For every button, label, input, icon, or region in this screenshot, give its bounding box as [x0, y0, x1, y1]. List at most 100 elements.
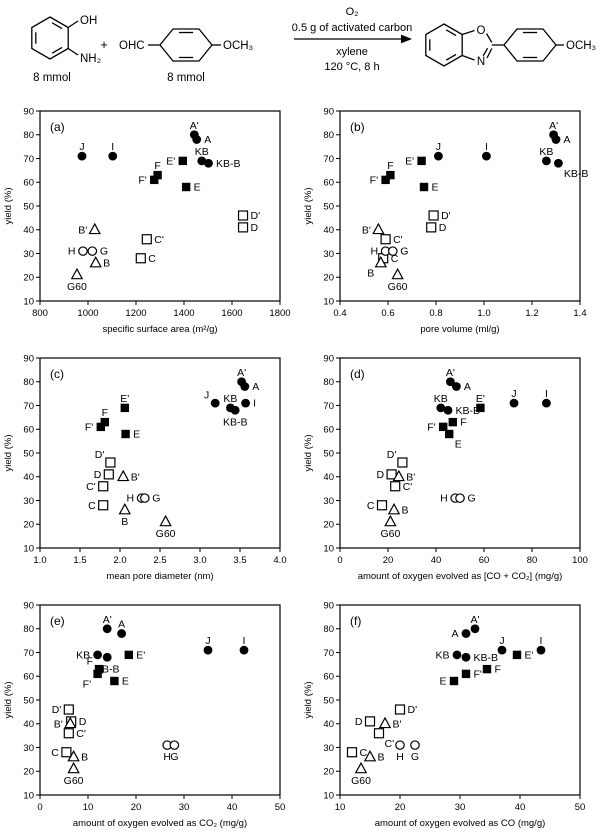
n-c2-bond [486, 48, 493, 59]
plus-sign: + [100, 37, 108, 52]
point-J [434, 151, 443, 161]
point-label-C: C [391, 253, 399, 265]
point-label-C: C [51, 747, 59, 759]
y-tick-label: 40 [23, 472, 34, 483]
aminophenol-ring [31, 16, 69, 60]
y-tick-label: 20 [23, 520, 34, 531]
point-label-E': E' [136, 649, 145, 661]
x-tick-label: 1.2 [525, 308, 538, 319]
point-label-A: A [451, 628, 458, 640]
panel-letter: (f) [350, 614, 361, 628]
data-points: A' A J I E' KB KB-BF F' E D' D B' C'H G C B G60 [346, 614, 546, 787]
y-tick-label: 40 [323, 472, 334, 483]
x-tick-label: 1.5 [73, 555, 86, 566]
point-B' [88, 222, 101, 235]
point-B' [378, 716, 392, 729]
point-label-D: D [355, 716, 363, 728]
point-label-A: A [204, 134, 211, 146]
point-label-H: H [127, 493, 135, 505]
x-axis-title: specific surface area (m²/g) [102, 324, 217, 335]
point-A [240, 382, 250, 391]
point-G60 [354, 761, 368, 774]
point-F [482, 664, 492, 674]
point-D [386, 469, 397, 480]
point-label-D': D' [52, 704, 62, 716]
point-label-C: C [88, 500, 96, 512]
point-A [117, 629, 126, 638]
point-label-F': F' [427, 421, 435, 433]
point-E [445, 429, 454, 439]
amine-label: NH₂ [80, 53, 101, 65]
point-label-E: E [432, 182, 439, 194]
point-label-D: D [94, 469, 102, 481]
panel-a-chart: 800 1000 1200 1400 1600 1800 10 20 30 40 50 60 70 80 9… [3, 106, 291, 335]
y-tick-label: 60 [23, 178, 34, 189]
x-axis-title: amount of oxygen evolved as [CO + CO₂] (… [358, 571, 563, 582]
point-label-G: G [468, 493, 476, 505]
point-label-E': E' [405, 155, 414, 167]
y-tick-label: 70 [23, 648, 34, 659]
point-F' [96, 422, 105, 432]
point-label-B: B [378, 752, 385, 764]
y-tick-label: 50 [323, 448, 334, 459]
point-label-C: C [360, 747, 368, 759]
point-B [374, 255, 388, 268]
point-label-D': D' [251, 210, 261, 222]
panel-letter: (e) [50, 614, 65, 628]
point-A' [446, 377, 455, 387]
point-label-B': B' [131, 471, 140, 483]
reactant2-amount: 8 mmol [167, 72, 205, 84]
point-G [87, 246, 98, 256]
point-label-I: I [253, 398, 256, 410]
panel-letter: (c) [50, 367, 64, 381]
point-label-E': E' [476, 393, 485, 405]
y-tick-label: 90 [23, 600, 34, 611]
point-C' [98, 481, 109, 492]
point-KB-B [443, 405, 453, 415]
x-tick-label: 4.0 [273, 555, 286, 566]
x-tick-label: 2.5 [153, 555, 166, 566]
point-label-G: G [152, 493, 160, 505]
chemical-structures [31, 16, 564, 67]
point-label-C': C' [86, 481, 96, 493]
panel-c-chart: 1.0 1.5 2.0 2.5 3.0 3.5 4.0 10 20 30 40 50 60 70 80 90 m… [3, 353, 287, 582]
y-tick-label: 60 [23, 425, 34, 436]
reaction-scheme: OH NH₂ 8 mmol + OHC OCH₃ 8 mmol O₂ 0.5 g… [31, 6, 597, 84]
point-F' [93, 669, 102, 679]
point-G [410, 740, 420, 750]
point-F [94, 664, 104, 674]
point-label-I: I [485, 141, 488, 153]
reactant1-amount: 8 mmol [33, 72, 71, 84]
y-tick-label: 50 [23, 695, 34, 706]
y-tick-label: 70 [23, 154, 34, 165]
x-tick-label: 1200 [125, 308, 146, 319]
data-points: A' AKB KB-B J I E' F F' E D'D B' C' C H GB G60 [67, 120, 260, 293]
point-label-D: D [439, 222, 447, 234]
point-KB [542, 156, 551, 166]
point-label-A': A' [103, 614, 112, 626]
point-label-KB-B: KB-B [223, 416, 248, 428]
point-C' [390, 481, 401, 492]
c-o-bond [461, 29, 475, 36]
point-label-D: D [251, 222, 259, 234]
point-G60 [384, 514, 397, 527]
point-label-E: E [122, 676, 129, 688]
y-tick-label: 90 [323, 600, 334, 611]
x-tick-label: 100 [572, 555, 588, 566]
point-label-KB: KB [76, 649, 90, 661]
point-E' [124, 650, 133, 660]
point-G [388, 246, 398, 256]
point-label-J: J [511, 388, 516, 400]
y-axis: 10 20 30 40 50 60 70 80 90 [23, 106, 40, 307]
point-label-D': D' [441, 210, 451, 222]
o-c2-bond [485, 33, 493, 43]
x-tick-label: 20 [383, 555, 394, 566]
point-D [426, 222, 437, 233]
solvent-condition: xylene [336, 46, 368, 58]
x-tick-label: 30 [455, 802, 466, 813]
x-axis-title: mean pore diameter (nm) [106, 571, 213, 582]
x-tick-label: 50 [575, 802, 586, 813]
point-J [77, 151, 87, 161]
